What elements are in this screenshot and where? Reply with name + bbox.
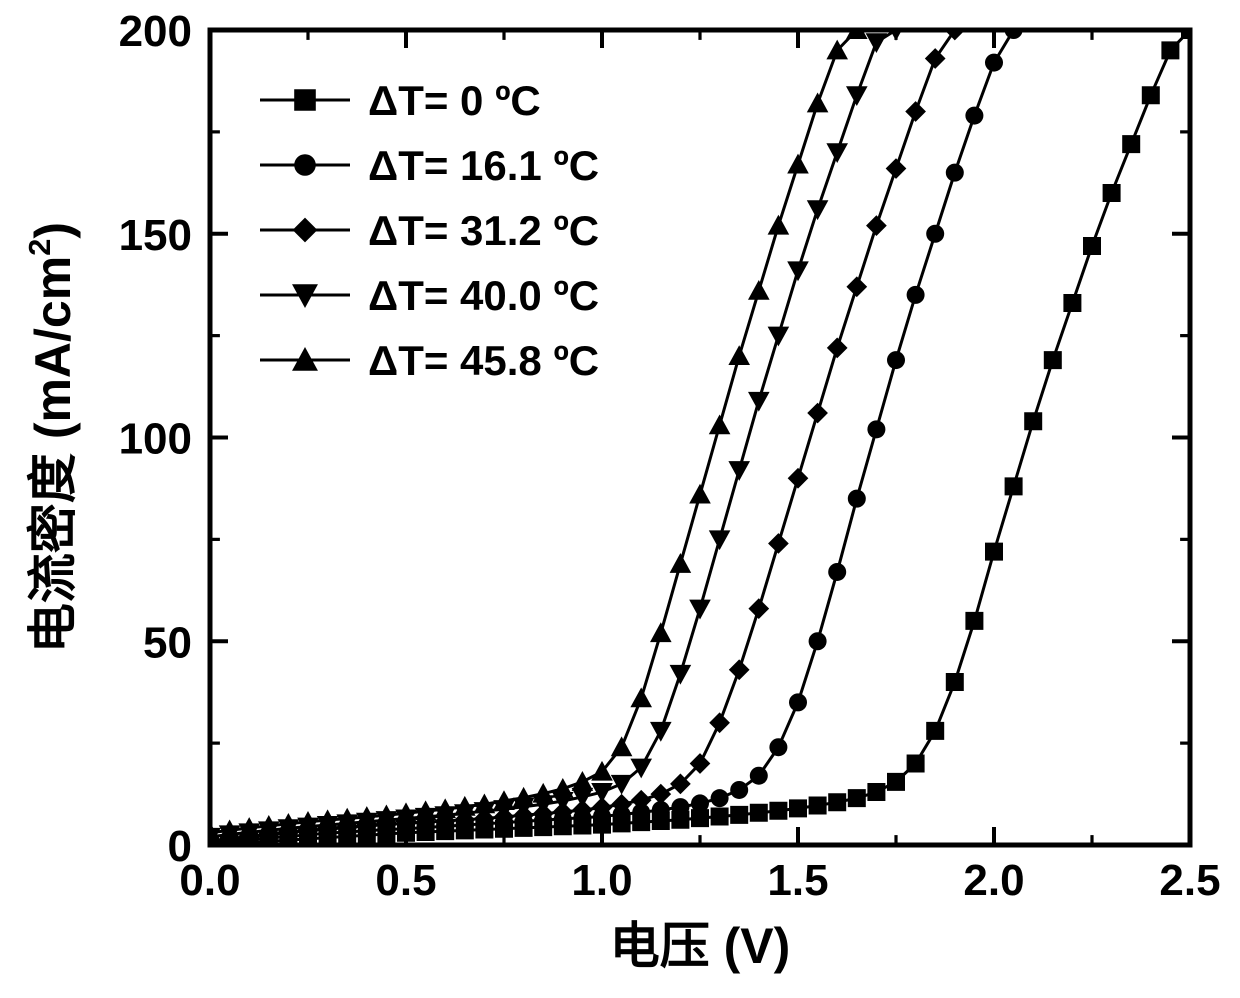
xtick-label: 2.0: [963, 856, 1024, 905]
series-marker-dt0: [946, 673, 964, 691]
series-marker-dt0: [769, 802, 787, 820]
series-marker-dt0: [926, 722, 944, 740]
series-marker-dt0: [1063, 294, 1081, 312]
series-marker-dt0: [809, 796, 827, 814]
xtick-label: 1.0: [571, 856, 632, 905]
series-marker-dt0: [750, 804, 768, 822]
series-marker-dt0: [1005, 477, 1023, 495]
legend-label-dt16: ΔT= 16.1 ºC: [368, 142, 599, 189]
series-marker-dt0: [730, 806, 748, 824]
series-marker-dt16: [789, 693, 807, 711]
series-marker-dt16: [926, 225, 944, 243]
series-marker-dt16: [946, 164, 964, 182]
xtick-label: 0.5: [375, 856, 436, 905]
legend-label-dt31: ΔT= 31.2 ºC: [368, 207, 599, 254]
legend-marker-dt16: [294, 154, 316, 176]
legend-label-dt40: ΔT= 40.0 ºC: [368, 272, 599, 319]
series-marker-dt0: [848, 789, 866, 807]
series-marker-dt16: [809, 632, 827, 650]
series-marker-dt0: [1161, 41, 1179, 59]
series-marker-dt0: [1024, 412, 1042, 430]
series-marker-dt0: [985, 543, 1003, 561]
series-marker-dt16: [691, 794, 709, 812]
series-marker-dt0: [907, 755, 925, 773]
series-marker-dt0: [887, 773, 905, 791]
legend-label-dt45: ΔT= 45.8 ºC: [368, 337, 599, 384]
series-marker-dt0: [965, 612, 983, 630]
series-marker-dt16: [730, 781, 748, 799]
series-marker-dt0: [1142, 86, 1160, 104]
series-marker-dt0: [789, 799, 807, 817]
series-marker-dt16: [671, 798, 689, 816]
legend-label-dt0: ΔT= 0 ºC: [368, 77, 541, 124]
ytick-label: 150: [119, 211, 192, 260]
ytick-label: 200: [119, 7, 192, 56]
series-marker-dt16: [867, 420, 885, 438]
series-marker-dt0: [1103, 184, 1121, 202]
series-marker-dt16: [711, 789, 729, 807]
series-marker-dt16: [769, 738, 787, 756]
series-marker-dt0: [1083, 237, 1101, 255]
ytick-label: 100: [119, 415, 192, 464]
series-marker-dt16: [887, 351, 905, 369]
series-marker-dt16: [965, 107, 983, 125]
iv-curve-chart: 0.00.51.01.52.02.5050100150200电压 (V)电流密度…: [0, 0, 1240, 998]
legend-marker-dt0: [294, 89, 316, 111]
series-marker-dt16: [985, 54, 1003, 72]
series-marker-dt16: [848, 490, 866, 508]
series-marker-dt0: [867, 783, 885, 801]
y-axis-label: 电流密度 (mA/cm2): [22, 222, 81, 653]
series-marker-dt0: [1122, 135, 1140, 153]
ytick-label: 0: [168, 822, 192, 871]
chart-svg: 0.00.51.01.52.02.5050100150200电压 (V)电流密度…: [0, 0, 1240, 998]
series-marker-dt16: [750, 767, 768, 785]
series-marker-dt16: [828, 563, 846, 581]
series-marker-dt0: [711, 807, 729, 825]
xtick-label: 2.5: [1159, 856, 1220, 905]
xtick-label: 1.5: [767, 856, 828, 905]
x-axis-label: 电压 (V): [610, 918, 791, 974]
series-marker-dt0: [828, 793, 846, 811]
ytick-label: 50: [143, 618, 192, 667]
series-marker-dt16: [907, 286, 925, 304]
series-marker-dt0: [1044, 351, 1062, 369]
